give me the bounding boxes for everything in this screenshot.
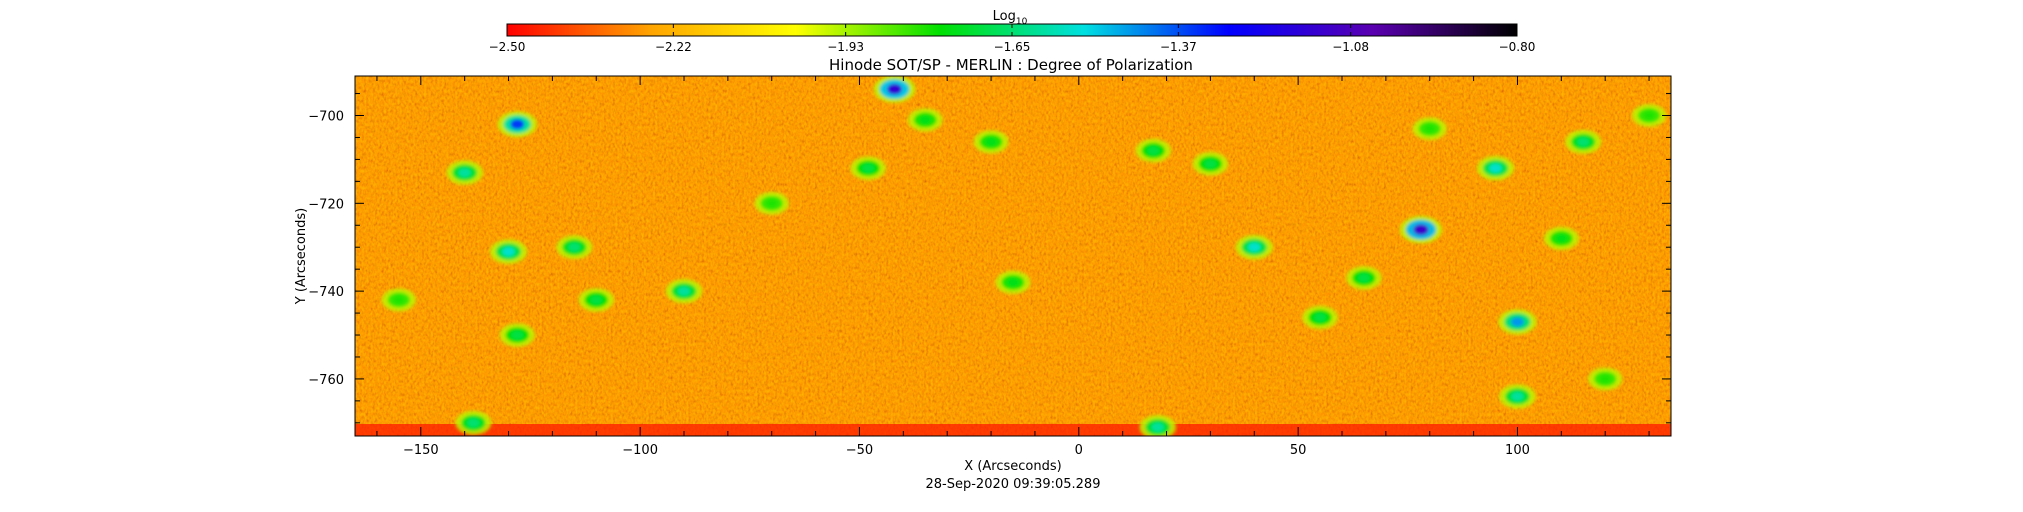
colorbar-tick-label: −1.65 <box>994 40 1031 54</box>
feature-core <box>919 115 931 125</box>
colorbar-tick-label: −1.37 <box>1160 40 1197 54</box>
x-tick-label: 50 <box>1290 443 1307 458</box>
feature-core <box>1204 159 1217 169</box>
heatmap-texture <box>355 76 1671 436</box>
feature-core <box>1643 111 1655 120</box>
feature-core <box>568 242 581 252</box>
colorbar-tick-label: −0.80 <box>1499 40 1536 54</box>
feature-core <box>1555 234 1568 243</box>
feature-core <box>1577 137 1590 147</box>
feature-core <box>1489 163 1502 173</box>
colorbar: Log10 −2.50 −2.22 −1.93 −1.65 −1.37 −1.08 −0.8… <box>489 9 1536 54</box>
feature-core <box>1147 146 1160 155</box>
colorbar-ticks: −2.50 −2.22 −1.93 −1.65 −1.37 −1.08 −0.80 <box>489 24 1536 54</box>
heatmap-image <box>355 76 1671 436</box>
y-tick-label: −760 <box>308 373 344 388</box>
feature-core <box>677 286 691 296</box>
feature-core <box>1424 124 1436 133</box>
colorbar-tick-label: −1.93 <box>827 40 864 54</box>
feature-core <box>1510 317 1525 327</box>
plot-frame <box>354 75 1672 437</box>
feature-core <box>1151 422 1164 432</box>
feature-core <box>985 137 997 147</box>
x-tick-label: 100 <box>1505 443 1530 458</box>
x-tick-label: −150 <box>403 443 439 458</box>
feature-core <box>1007 278 1019 287</box>
feature-core <box>502 247 515 257</box>
colorbar-label: Log10 <box>993 9 1028 27</box>
feature-core <box>1314 313 1326 322</box>
feature-core <box>510 119 525 130</box>
feature-core <box>467 418 480 428</box>
x-axis-label: X (Arcseconds) <box>964 459 1061 474</box>
y-tick-label: −740 <box>308 285 344 300</box>
colorbar-tick-label: −2.22 <box>655 40 692 54</box>
feature-core <box>1247 242 1261 252</box>
colorbar-tick-label: −1.08 <box>1332 40 1369 54</box>
x-tick-label: −50 <box>846 443 873 458</box>
feature-core <box>590 295 603 305</box>
polarization-features <box>381 76 1667 436</box>
x-tick-label: 0 <box>1075 443 1083 458</box>
feature-core <box>511 330 524 340</box>
colorbar-tick-label: −2.50 <box>489 40 526 54</box>
timestamp: 28-Sep-2020 09:39:05.289 <box>926 477 1101 492</box>
feature-core <box>458 168 471 178</box>
feature-core <box>1413 224 1429 236</box>
feature-core <box>1358 273 1370 283</box>
x-tick-label: −100 <box>622 443 658 458</box>
feature-core <box>1599 374 1611 384</box>
feature-core <box>862 163 875 173</box>
y-tick-label: −700 <box>308 110 344 125</box>
feature-core <box>887 83 903 95</box>
y-tick-label: −720 <box>308 197 344 212</box>
feature-core <box>1511 391 1524 401</box>
axes: −150 −100 −50 0 50 100 −700 −720 −740 −760 <box>308 76 1671 458</box>
chart-title: Hinode SOT/SP - MERLIN : Degree of Polar… <box>829 56 1193 74</box>
feature-core <box>766 199 778 208</box>
y-axis-label: Y (Arcseconds) <box>294 208 309 305</box>
feature-core <box>393 295 405 305</box>
